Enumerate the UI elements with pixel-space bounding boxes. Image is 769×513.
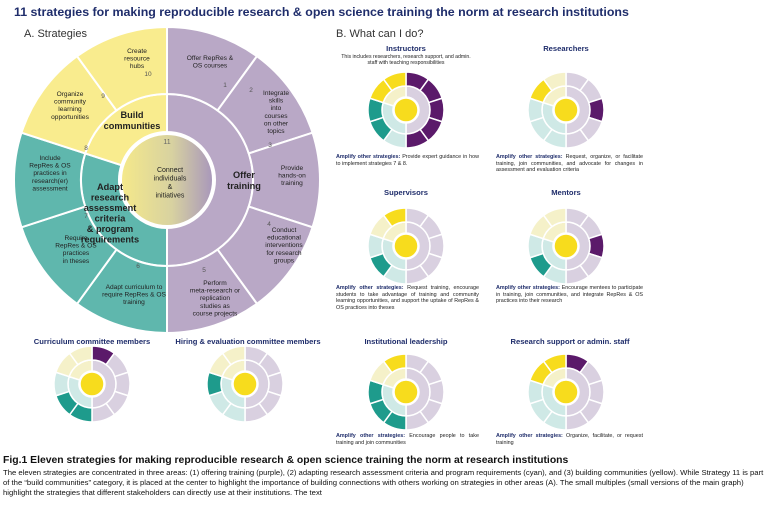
strategy-number-6: 6 xyxy=(136,263,140,270)
stakeholder-amplify-leadership: Amplify other strategies: Encourage peop… xyxy=(336,433,479,446)
strategy-label-7: Require RepRes & OS practices in theses xyxy=(55,235,97,265)
strategy-number-5: 5 xyxy=(202,267,206,274)
stakeholder-title-supervisors: Supervisors xyxy=(384,188,428,197)
category-label-adapt-criteria: Adapt research assessment criteria & program… xyxy=(81,182,139,245)
stakeholder-wheel-7 xyxy=(527,353,605,431)
category-label-offer-training: Offer training xyxy=(227,170,261,191)
strategy-label-4: Conduct educational interventions for resea… xyxy=(265,227,303,264)
stakeholder-wheel-0 xyxy=(367,71,445,149)
stakeholder-wheel-5 xyxy=(206,345,284,423)
stakeholder-amplify-supervisors: Amplify other strategies: Request traini… xyxy=(336,285,479,311)
strategy-label-10: Create resource hubs xyxy=(124,48,150,70)
mini-center xyxy=(393,233,419,259)
stakeholder-title-hiring: Hiring & evaluation committee members xyxy=(175,337,321,346)
section-a-label: A. Strategies xyxy=(24,28,87,40)
mini-segment-10 xyxy=(542,353,567,374)
mini-center xyxy=(553,97,579,123)
stakeholder-amplify-research-support: Amplify other strategies: Organize, faci… xyxy=(496,433,643,446)
mini-center xyxy=(393,379,419,405)
stakeholder-amplify-instructors: Amplify other strategies: Provide expert… xyxy=(336,154,479,167)
stakeholder-title-mentors: Mentors xyxy=(551,188,581,197)
mini-segment-10 xyxy=(382,353,407,374)
strategy-label-9: Organize community learning opportunities xyxy=(51,91,89,121)
stakeholder-amplify-mentors: Amplify other strategies: Encourage ment… xyxy=(496,285,643,304)
mini-segment-10 xyxy=(68,345,93,366)
center-number: 11 xyxy=(163,139,170,146)
strategy-label-6: Adapt curriculum to require RepRes & OS tr… xyxy=(102,284,166,306)
strategy-number-1: 1 xyxy=(223,82,227,89)
mini-center xyxy=(79,371,105,397)
strategy-label-3: Provide hands-on training xyxy=(278,165,306,187)
stakeholder-title-researchers: Researchers xyxy=(543,44,589,53)
strategy-number-2: 2 xyxy=(249,87,253,94)
strategy-label-8: Include RepRes & OS practices in research(e… xyxy=(29,155,71,192)
mini-segment-10 xyxy=(382,207,407,228)
stakeholder-title-leadership: Institutional leadership xyxy=(364,337,448,346)
mini-segment-10 xyxy=(382,71,407,92)
strategy-label-2: Integrate skills into courses on other topics xyxy=(263,90,289,135)
stakeholder-amplify-researchers: Amplify other strategies: Request, organ… xyxy=(496,154,643,173)
stakeholder-wheel-2 xyxy=(367,207,445,285)
stakeholder-desc-instructors: This includes researchers, research supp… xyxy=(341,54,471,67)
stakeholder-title-research-support: Research support or admin. staff xyxy=(510,337,630,346)
center-circle xyxy=(120,133,214,227)
strategy-number-9: 9 xyxy=(101,93,105,100)
category-label-build-communities: Build communities xyxy=(104,110,161,131)
center-label: Connect individuals & initiatives xyxy=(154,167,187,200)
strategy-number-3: 3 xyxy=(268,142,272,149)
stakeholder-wheel-4 xyxy=(53,345,131,423)
strategy-segment-10 xyxy=(75,25,168,112)
strategy-label-1: Offer RepRes & OS courses xyxy=(187,55,234,70)
figure-title: 11 strategies for making reproducible re… xyxy=(14,5,629,19)
strategy-number-4: 4 xyxy=(267,221,271,228)
strategy-number-10: 10 xyxy=(144,71,152,78)
stakeholder-wheel-6 xyxy=(367,353,445,431)
figure-caption-title: Fig.1 Eleven strategies for making repro… xyxy=(3,455,569,466)
stakeholder-title-instructors: Instructors xyxy=(386,44,426,53)
strategy-number-7: 7 xyxy=(84,213,88,220)
strategy-label-5: Perform meta-research or replication studie… xyxy=(190,280,241,317)
stakeholder-wheel-3 xyxy=(527,207,605,285)
mini-center xyxy=(553,233,579,259)
mini-segment-10 xyxy=(542,207,567,228)
figure-caption-body: The eleven strategies are concentrated i… xyxy=(3,468,764,497)
mini-center xyxy=(553,379,579,405)
stakeholder-wheel-1 xyxy=(527,71,605,149)
mini-center xyxy=(393,97,419,123)
strategy-number-8: 8 xyxy=(84,145,88,152)
section-b-label: B. What can I do? xyxy=(336,28,424,40)
mini-center xyxy=(232,371,258,397)
stakeholder-title-curriculum: Curriculum committee members xyxy=(33,337,151,346)
mini-segment-10 xyxy=(542,71,567,92)
main-wheel: 11 Connect individuals & initiatives Offer tra… xyxy=(13,25,321,335)
mini-segment-10 xyxy=(221,345,246,366)
